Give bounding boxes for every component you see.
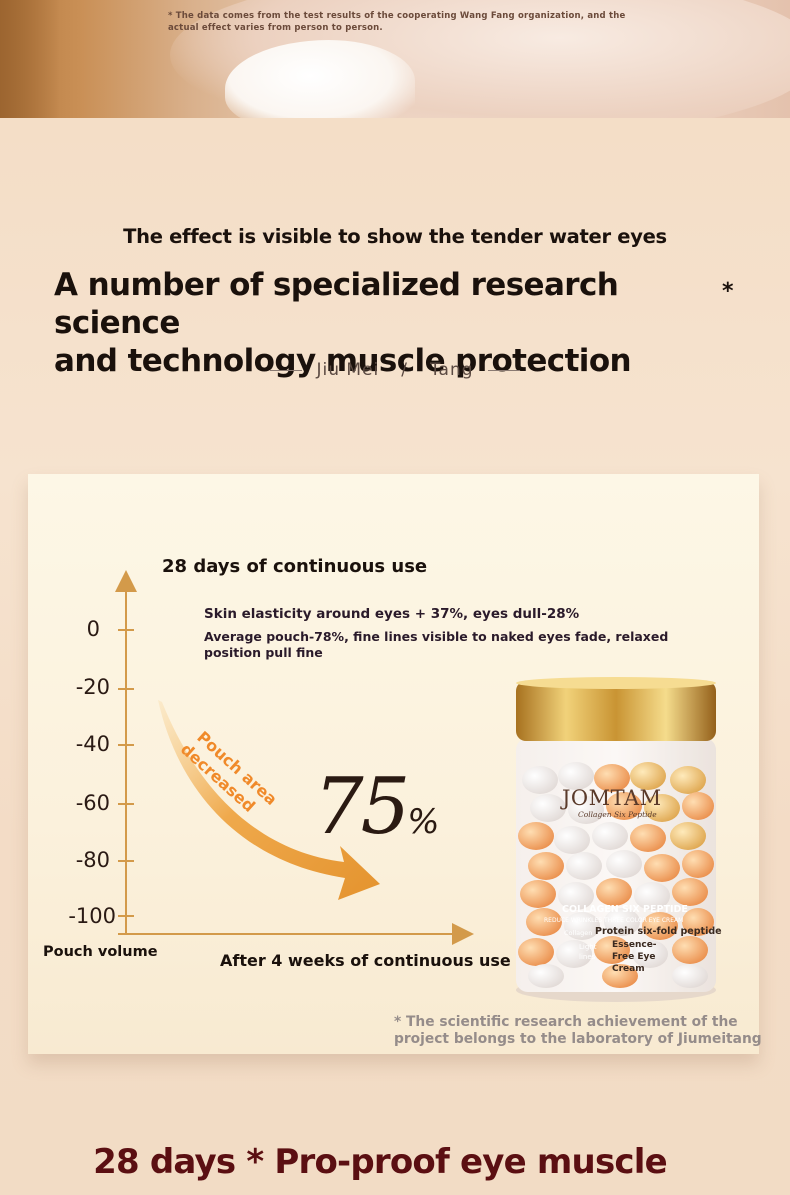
- jar-essence-3: Cream: [612, 964, 645, 974]
- x-axis-arrowhead: [452, 923, 474, 945]
- brand-left: Jiu Mei: [316, 360, 380, 380]
- y-tick-label: -100: [68, 904, 116, 928]
- sub-title: The effect is visible to show the tender…: [123, 225, 667, 248]
- jar-collagen: Collagen: [564, 929, 593, 937]
- brand-separator: /: [401, 360, 408, 380]
- stat-line-1: Skin elasticity around eyes + 37%, eyes …: [204, 606, 580, 622]
- y-tick-label: -20: [75, 675, 110, 699]
- cream-swatch: [225, 40, 415, 118]
- jar-essence-2: Free Eye: [612, 952, 656, 962]
- jar-protein: Protein six-fold peptide: [595, 926, 722, 937]
- y-axis-label: Pouch volume: [43, 944, 158, 960]
- capsule-pearls: [518, 762, 714, 988]
- brand-dash-left: [270, 369, 303, 371]
- chart-title: 28 days of continuous use: [162, 556, 428, 577]
- disclaimer-text: * The data comes from the test results o…: [168, 11, 626, 33]
- brand-dash-right: [487, 369, 520, 371]
- y-tick-label: -60: [75, 791, 110, 815]
- jar-lines: lines: [579, 953, 596, 961]
- y-tick-label: 0: [86, 617, 100, 641]
- product-jar-image: [516, 677, 716, 1002]
- main-title-star: *: [722, 279, 734, 304]
- jar-cap: [516, 681, 716, 741]
- big-percent-value: 75%: [314, 762, 440, 852]
- top-banner-image: * The data comes from the test results o…: [0, 0, 790, 118]
- brand-line: Jiu Mei / Tang: [0, 360, 790, 384]
- stat-line-2: Average pouch-78%, fine lines visible to…: [204, 629, 669, 660]
- main-title: A number of specialized research science…: [54, 266, 754, 380]
- jar-label-small: REDUCE WRINKLES THREE COLOR EYE CREAM: [544, 917, 684, 924]
- y-axis-arrowhead: [115, 570, 137, 592]
- main-title-line-2: and technology muscle protection: [54, 343, 632, 379]
- y-tick-label: -40: [75, 732, 110, 756]
- decrease-arrow: [158, 700, 380, 900]
- brand-right: Tang: [429, 360, 474, 380]
- jar-light: Light: [579, 943, 597, 951]
- jar-label-line: COLLAGEN SIX PEPTIDE: [562, 904, 688, 915]
- y-tick-label: -80: [75, 848, 110, 872]
- lab-note: * The scientific research achievement of…: [394, 1014, 762, 1047]
- big-percent-unit: %: [407, 802, 440, 842]
- jar-brand: JOMTAM: [562, 786, 662, 810]
- jar-essence-1: Essence-: [612, 940, 657, 950]
- bottom-title: 28 days * Pro-proof eye muscle: [93, 1142, 668, 1182]
- y-tick-marks: [118, 629, 134, 917]
- x-axis-label: After 4 weeks of continuous use: [220, 951, 511, 970]
- big-percent-number: 75: [314, 762, 410, 852]
- banner-edge: [0, 0, 60, 118]
- jar-brand-sub: Collagen Six Peptide: [578, 810, 657, 819]
- main-title-line-1: A number of specialized research science: [54, 267, 619, 341]
